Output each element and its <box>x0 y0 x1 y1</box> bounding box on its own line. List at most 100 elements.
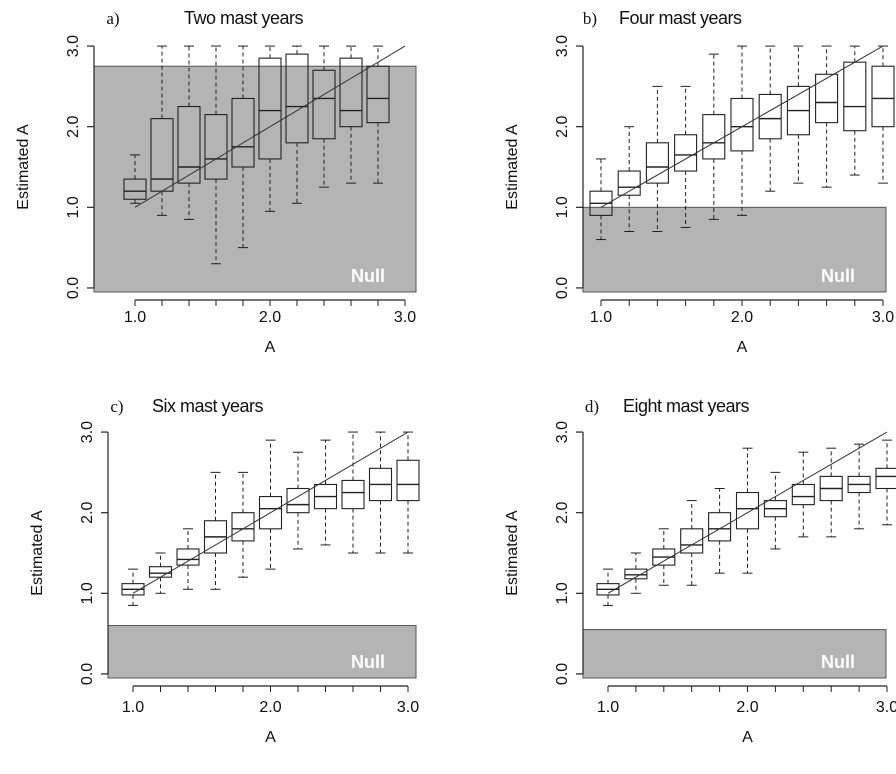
y-tick-label: 1.0 <box>554 196 571 218</box>
panel-title: Eight mast years <box>623 396 750 416</box>
y-tick-label: 3.0 <box>554 35 571 57</box>
box <box>286 487 310 514</box>
y-tick-label: 2.0 <box>554 501 571 523</box>
boxplot <box>341 431 365 554</box>
x-tick-label: 2.0 <box>259 309 281 326</box>
boxplot <box>871 45 895 184</box>
x-axis-title: A <box>265 339 276 356</box>
box <box>396 459 420 502</box>
x-tick-label: 2.0 <box>731 309 753 326</box>
null-label: Null <box>351 652 385 672</box>
panel-title: Six mast years <box>152 396 264 416</box>
boxplot <box>286 451 310 550</box>
x-axis-title: A <box>265 729 276 746</box>
boxplot <box>708 488 732 574</box>
boxplot <box>203 471 228 590</box>
y-tick-label: 0.0 <box>65 277 82 299</box>
x-axis-title: A <box>742 729 753 746</box>
y-tick-label: 0.0 <box>554 663 571 685</box>
box <box>148 566 173 578</box>
boxplot <box>313 439 338 546</box>
null-label: Null <box>821 652 855 672</box>
x-tick-label: 1.0 <box>590 309 612 326</box>
reference-line <box>600 45 884 208</box>
boxplot <box>791 451 815 538</box>
y-axis-title: Estimated A <box>29 510 46 596</box>
reference-line <box>134 45 406 208</box>
x-tick-label: 3.0 <box>876 699 896 716</box>
x-tick-label: 2.0 <box>736 699 758 716</box>
boxplot <box>843 45 867 176</box>
box <box>645 142 669 184</box>
panel-title: Four mast years <box>619 8 742 28</box>
box <box>231 97 255 168</box>
box <box>204 114 228 180</box>
y-tick-label: 3.0 <box>65 35 82 57</box>
box <box>871 65 895 128</box>
boxplot <box>624 552 648 594</box>
y-tick-label: 0.0 <box>79 663 96 685</box>
panel-b: Null 0.0 1.0 2.0 3.0 Estimated A 1.0 2.0 3.0 Ab) F… <box>504 8 895 356</box>
box <box>150 118 174 192</box>
y-tick-label: 2.0 <box>65 115 82 137</box>
panel-label: d) <box>585 397 599 416</box>
x-tick-label: 3.0 <box>397 699 419 716</box>
box <box>791 483 815 506</box>
box <box>680 528 704 554</box>
y-tick-label: 2.0 <box>79 501 96 523</box>
panel-d: Null 0.0 1.0 2.0 3.0 Estimated A 1.0 2.0 3.0 Ad) E… <box>504 396 896 746</box>
reference-line <box>132 431 409 594</box>
box <box>843 61 867 132</box>
boxplot <box>702 53 726 220</box>
box <box>702 114 726 160</box>
boxplot <box>121 568 145 606</box>
boxplot <box>176 528 200 590</box>
y-tick-label: 1.0 <box>79 582 96 604</box>
box <box>177 105 201 184</box>
boxplot <box>396 431 420 554</box>
box <box>341 479 365 510</box>
box <box>758 93 782 140</box>
boxplot <box>819 447 843 538</box>
box <box>366 65 390 124</box>
boxplot <box>339 45 363 184</box>
panel-label: c) <box>110 397 123 416</box>
boxplot <box>735 447 760 574</box>
boxplot <box>123 154 147 204</box>
x-axis-title: A <box>737 339 748 356</box>
boxplot <box>231 471 255 578</box>
null-label: Null <box>351 266 385 286</box>
boxplot <box>596 568 620 606</box>
box <box>258 57 282 160</box>
null-region <box>582 206 887 293</box>
boxplot <box>368 431 393 554</box>
x-tick-label: 1.0 <box>597 699 619 716</box>
boxplot <box>258 439 283 570</box>
box <box>730 97 754 152</box>
boxplot <box>680 500 704 586</box>
reference-line <box>607 431 888 594</box>
boxplot <box>366 45 390 184</box>
box <box>735 491 760 530</box>
panel-label: a) <box>106 9 119 28</box>
box <box>231 512 255 542</box>
x-tick-label: 3.0 <box>872 309 894 326</box>
x-tick-label: 3.0 <box>394 309 416 326</box>
box <box>285 53 309 144</box>
boxplot <box>645 85 669 232</box>
boxplot <box>815 45 839 188</box>
y-tick-label: 2.0 <box>554 115 571 137</box>
y-axis-title: Estimated A <box>504 124 521 210</box>
x-tick-label: 1.0 <box>124 309 146 326</box>
boxplot <box>177 45 201 220</box>
y-tick-label: 0.0 <box>554 277 571 299</box>
y-tick-label: 3.0 <box>554 421 571 443</box>
y-axis-title: Estimated A <box>15 124 32 210</box>
box <box>617 170 641 196</box>
box <box>123 178 147 200</box>
box <box>312 69 336 140</box>
null-region <box>107 625 417 679</box>
boxplot <box>758 45 782 192</box>
box <box>258 496 283 530</box>
